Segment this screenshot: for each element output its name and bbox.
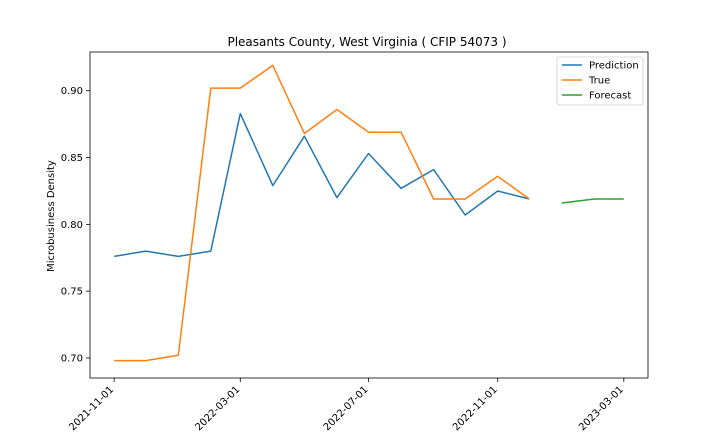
legend-box <box>556 56 644 106</box>
series-line-forecast <box>561 198 624 204</box>
x-tick-label: 2022-07-01 <box>322 384 371 432</box>
y-tick-label: 0.85 <box>61 153 83 164</box>
series-line-true <box>114 64 530 362</box>
x-tick-label: 2023-03-01 <box>577 384 626 432</box>
y-tick-label: 0.70 <box>61 353 83 364</box>
x-tick-label: 2022-03-01 <box>194 384 243 432</box>
y-tick-label: 0.80 <box>61 220 83 231</box>
series-line-prediction <box>114 112 530 258</box>
y-axis-label: Microbusiness Density <box>46 160 57 272</box>
y-tick-label: 0.75 <box>61 287 83 298</box>
plot-area-frame <box>89 51 649 379</box>
legend-label-forecast: Forecast <box>589 91 631 102</box>
x-tick-label: 2022-11-01 <box>451 384 500 432</box>
legend-label-true: True <box>588 76 610 87</box>
legend-label-prediction: Prediction <box>589 61 639 72</box>
series-lines <box>114 64 624 362</box>
axis-ticks: 2021-11-01 2022-03-01 2022-07-01 2022-11-01… <box>61 86 626 433</box>
chart-legend: Prediction True Forecast <box>556 56 644 106</box>
x-tick-label: 2021-11-01 <box>67 384 116 432</box>
chart-title: Pleasants County, West Virginia ( CFIP 5… <box>227 35 506 49</box>
y-tick-label: 0.90 <box>61 86 83 97</box>
